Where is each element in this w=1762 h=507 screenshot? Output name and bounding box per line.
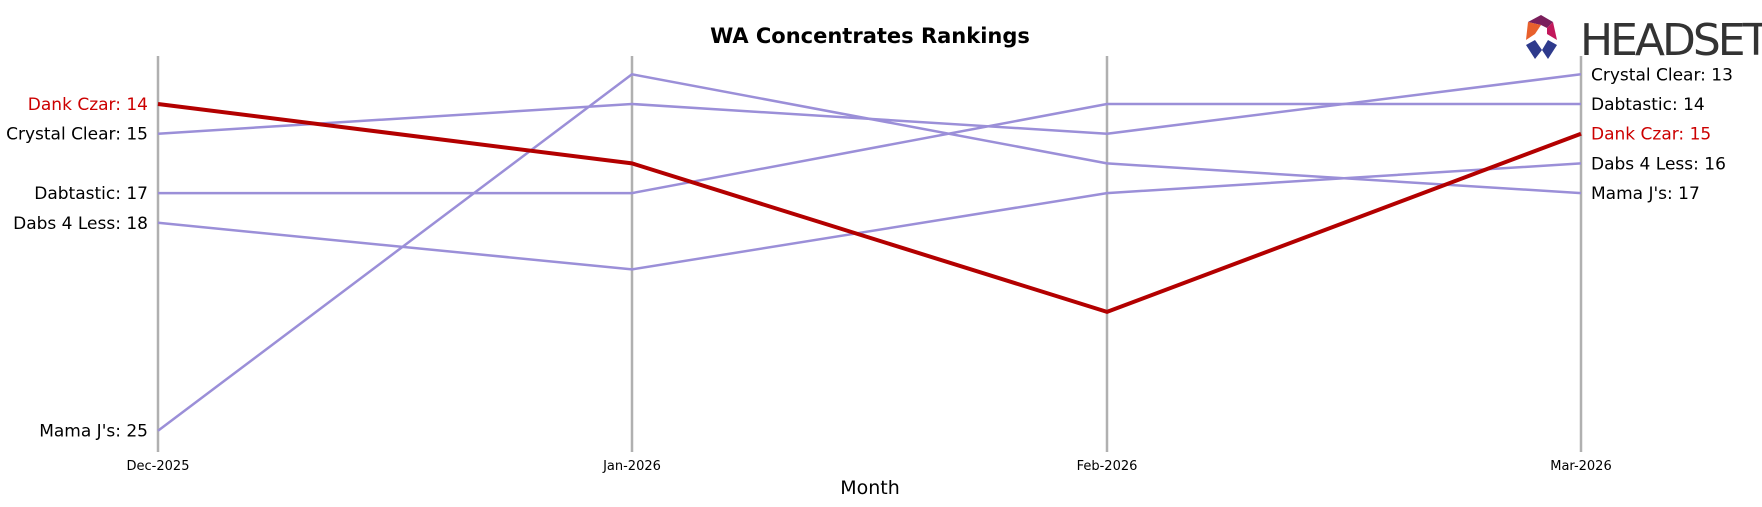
end-label-dabtastic: Dabtastic: 14 bbox=[1591, 95, 1705, 115]
chart-title: WA Concentrates Rankings bbox=[710, 24, 1030, 48]
gridlines bbox=[156, 56, 1583, 452]
headset-logo-text: HEADSET bbox=[1580, 15, 1762, 66]
x-tick-label: Feb-2026 bbox=[1077, 459, 1138, 474]
series-line-mama-j-s bbox=[157, 73, 1582, 432]
start-label-dabs-4-less: Dabs 4 Less: 18 bbox=[13, 214, 148, 234]
x-tick-label: Dec-2025 bbox=[127, 459, 190, 474]
start-label-dank-czar: Dank Czar: 14 bbox=[28, 95, 148, 115]
x-tick-label: Mar-2026 bbox=[1550, 459, 1611, 474]
series-labels: Dank Czar: 14 Crystal Clear: 15 Dabtastic:… bbox=[6, 65, 1733, 441]
end-label-dank-czar: Dank Czar: 15 bbox=[1591, 125, 1711, 145]
start-label-mama-j-s: Mama J's: 25 bbox=[39, 422, 148, 442]
x-axis-ticks: Dec-2025 Jan-2026 Feb-2026 Mar-2026 bbox=[127, 459, 1612, 474]
series-line-dabtastic bbox=[158, 102, 1581, 195]
series-lines bbox=[157, 73, 1582, 432]
series-line-dank-czar bbox=[157, 102, 1582, 314]
end-label-mama-j-s: Mama J's: 17 bbox=[1591, 184, 1700, 204]
headset-logo: HEADSET bbox=[1526, 15, 1762, 66]
headset-logo-icon bbox=[1526, 15, 1557, 59]
start-label-crystal-clear: Crystal Clear: 15 bbox=[6, 125, 148, 145]
start-label-dabtastic: Dabtastic: 17 bbox=[34, 184, 148, 204]
x-tick-label: Jan-2026 bbox=[602, 459, 661, 474]
end-label-dabs-4-less: Dabs 4 Less: 16 bbox=[1591, 154, 1726, 174]
end-label-crystal-clear: Crystal Clear: 13 bbox=[1591, 65, 1733, 85]
x-axis-title: Month bbox=[840, 477, 900, 499]
